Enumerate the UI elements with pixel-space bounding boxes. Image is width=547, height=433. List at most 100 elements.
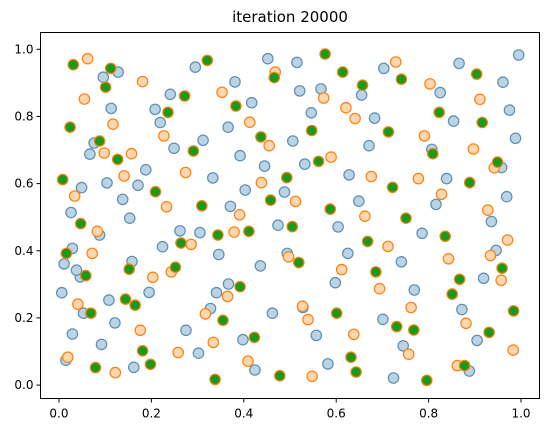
- data-point-blue-4: [58, 258, 70, 270]
- data-point-green-40: [370, 266, 382, 278]
- data-point-blue-21: [116, 193, 129, 206]
- data-point-orange-11: [147, 271, 159, 284]
- data-point-blue-40: [249, 364, 261, 376]
- data-point-green-68: [390, 320, 403, 333]
- data-point-green-9: [123, 263, 135, 275]
- data-point-green-12: [149, 185, 162, 198]
- data-point-blue-74: [453, 57, 465, 70]
- data-point-orange-53: [495, 274, 507, 287]
- data-point-blue-59: [363, 139, 375, 152]
- data-point-blue-88: [70, 264, 83, 276]
- data-point-green-31: [273, 369, 286, 382]
- y-tick-label-2: 0.4: [14, 244, 33, 258]
- data-point-green-51: [426, 147, 439, 160]
- data-point-blue-63: [387, 372, 400, 384]
- data-point-green-46: [386, 181, 399, 194]
- data-point-blue-27: [192, 347, 205, 359]
- data-point-blue-38: [229, 76, 241, 88]
- data-point-orange-2: [86, 247, 98, 260]
- data-point-green-47: [420, 374, 433, 387]
- data-point-blue-96: [239, 184, 251, 196]
- data-point-blue-10: [75, 181, 88, 194]
- data-point-green-14: [162, 106, 174, 119]
- data-point-green-60: [491, 156, 504, 168]
- data-point-green-65: [212, 229, 224, 241]
- data-point-blue-66: [408, 284, 421, 296]
- data-point-blue-1: [55, 286, 68, 299]
- x-tick-label-2: 0.4: [234, 407, 253, 421]
- data-point-blue-68: [416, 227, 428, 240]
- chart-title: iteration 20000: [232, 8, 348, 26]
- data-point-blue-25: [164, 88, 177, 101]
- data-point-blue-45: [278, 186, 291, 198]
- data-point-orange-61: [296, 300, 309, 312]
- data-point-orange-13: [136, 75, 149, 88]
- data-point-blue-0: [66, 328, 79, 340]
- data-point-green-10: [104, 62, 117, 75]
- data-point-orange-22: [244, 116, 256, 128]
- data-point-blue-33: [224, 200, 237, 213]
- data-point-blue-6: [95, 338, 108, 351]
- data-point-green-16: [144, 358, 157, 371]
- data-point-green-35: [330, 307, 343, 319]
- data-point-blue-14: [97, 71, 110, 83]
- x-tick-label-4: 0.8: [419, 407, 438, 421]
- data-point-blue-7: [103, 294, 115, 306]
- data-point-green-64: [178, 90, 191, 102]
- data-point-orange-19: [216, 86, 228, 99]
- data-point-orange-4: [98, 147, 111, 159]
- data-point-blue-23: [168, 142, 180, 155]
- data-point-green-61: [60, 247, 73, 260]
- data-point-blue-34: [207, 172, 219, 184]
- data-point-orange-27: [282, 250, 295, 263]
- data-point-blue-84: [503, 104, 516, 116]
- plot-frame: [40, 32, 540, 399]
- data-point-blue-81: [500, 190, 513, 203]
- data-point-blue-13: [105, 102, 117, 115]
- data-point-green-8: [111, 153, 124, 166]
- data-point-blue-62: [377, 62, 390, 75]
- data-point-blue-78: [477, 272, 490, 285]
- data-point-orange-50: [460, 317, 472, 330]
- data-point-orange-28: [263, 139, 275, 152]
- data-point-blue-50: [291, 56, 303, 69]
- data-point-green-45: [407, 324, 420, 336]
- data-point-blue-89: [84, 148, 96, 160]
- data-point-blue-91: [132, 179, 144, 192]
- data-point-green-30: [292, 256, 305, 269]
- data-point-orange-38: [373, 282, 386, 295]
- data-point-blue-86: [512, 49, 525, 61]
- data-point-green-48: [400, 212, 412, 224]
- data-point-orange-0: [62, 351, 74, 363]
- data-point-orange-10: [107, 118, 119, 130]
- data-point-green-57: [496, 262, 508, 274]
- data-point-orange-32: [306, 370, 318, 383]
- data-point-blue-56: [332, 221, 344, 233]
- data-point-green-6: [99, 81, 112, 93]
- data-point-blue-47: [286, 135, 299, 147]
- data-point-blue-99: [293, 85, 306, 97]
- data-point-green-17: [187, 145, 200, 157]
- data-point-blue-65: [377, 313, 389, 326]
- data-point-green-69: [453, 273, 466, 286]
- data-point-blue-72: [447, 115, 460, 127]
- data-point-green-29: [280, 171, 293, 184]
- y-tick-label-4: 0.8: [14, 109, 33, 123]
- data-point-orange-17: [199, 308, 212, 320]
- data-point-orange-45: [435, 188, 448, 201]
- data-point-green-36: [312, 155, 325, 168]
- data-point-orange-16: [158, 130, 170, 142]
- data-point-orange-43: [418, 130, 431, 142]
- data-point-green-20: [217, 314, 229, 327]
- data-point-blue-44: [272, 219, 284, 231]
- data-point-blue-30: [222, 278, 235, 290]
- data-point-green-25: [255, 131, 267, 143]
- data-point-blue-77: [456, 303, 468, 316]
- data-point-orange-14: [172, 346, 184, 359]
- data-point-blue-93: [174, 225, 186, 237]
- data-point-blue-11: [101, 177, 113, 189]
- x-tick-label-3: 0.6: [327, 407, 346, 421]
- data-point-blue-20: [123, 212, 136, 224]
- data-point-blue-60: [368, 112, 381, 124]
